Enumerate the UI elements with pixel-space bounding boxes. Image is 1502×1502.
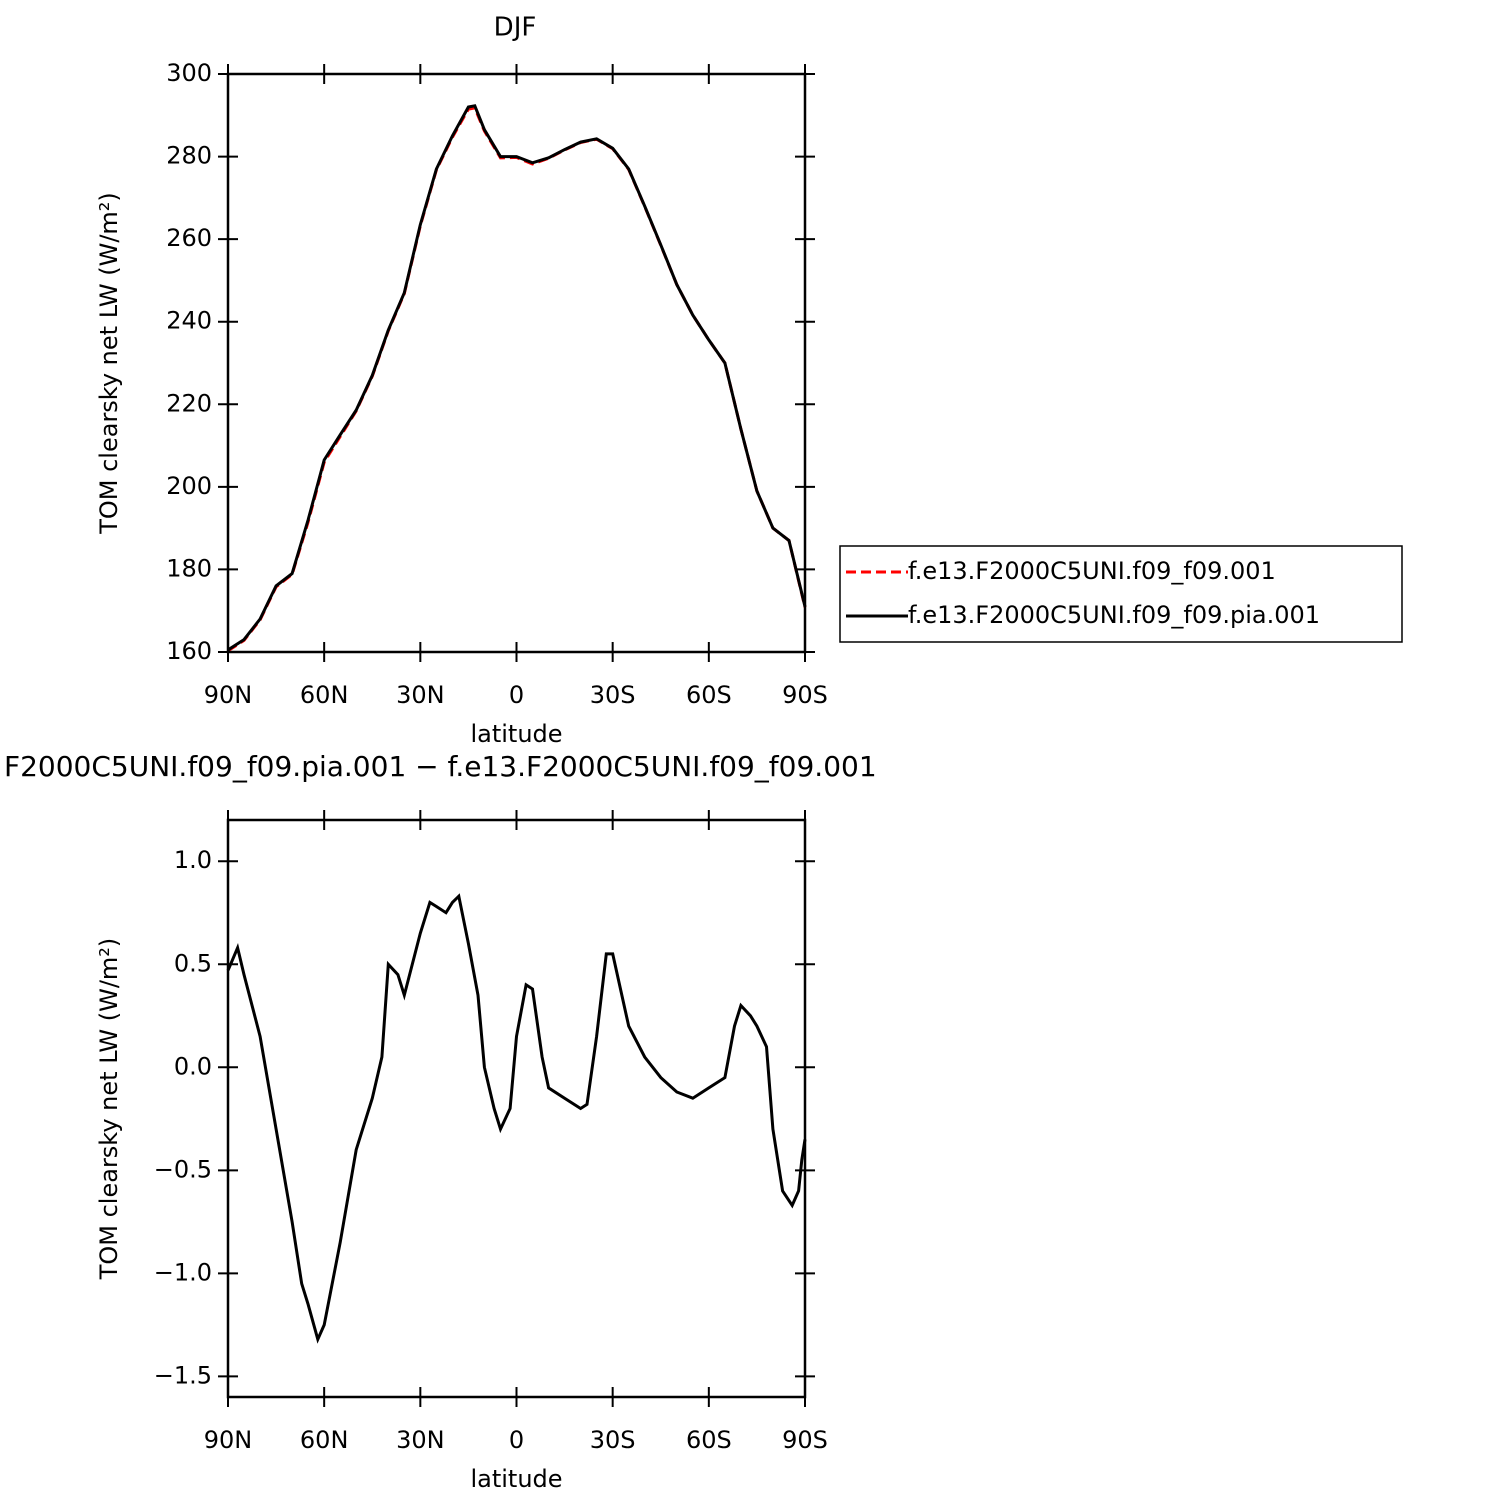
y-tick-label: −0.5 bbox=[154, 1155, 212, 1183]
x-tick-label: 90N bbox=[204, 681, 253, 709]
x-tick-label: 90S bbox=[782, 681, 828, 709]
y-tick-label: 0.5 bbox=[174, 949, 212, 977]
x-tick-label: 30N bbox=[396, 681, 445, 709]
y-tick-label: 280 bbox=[166, 142, 212, 170]
y-tick-label: −1.0 bbox=[154, 1258, 212, 1286]
data-line bbox=[227, 106, 807, 653]
y-tick-label: 200 bbox=[166, 472, 212, 500]
y-tick-label: 0.0 bbox=[174, 1052, 212, 1080]
legend-label: f.e13.F2000C5UNI.f09_f09.001 bbox=[908, 557, 1276, 585]
x-tick-label: 90N bbox=[204, 1426, 253, 1454]
x-tick-label: 30S bbox=[590, 1426, 636, 1454]
x-tick-label: 60N bbox=[300, 681, 349, 709]
x-tick-label: 0 bbox=[509, 681, 524, 709]
y-tick-label: 260 bbox=[166, 224, 212, 252]
x-tick-label: 60S bbox=[686, 1426, 732, 1454]
x-tick-label: 60N bbox=[300, 1426, 349, 1454]
y-tick-label: 220 bbox=[166, 389, 212, 417]
y-tick-label: 240 bbox=[166, 307, 212, 335]
plot-frame bbox=[226, 72, 807, 654]
y-tick-label: 180 bbox=[166, 554, 212, 582]
legend-label: f.e13.F2000C5UNI.f09_f09.pia.001 bbox=[908, 601, 1320, 629]
x-axis-label: latitude bbox=[470, 1465, 562, 1493]
chart-title: DJF bbox=[494, 13, 537, 43]
y-tick-label: 300 bbox=[166, 59, 212, 87]
x-tick-label: 60S bbox=[686, 681, 732, 709]
x-axis-label: latitude bbox=[470, 720, 562, 748]
data-line bbox=[226, 893, 807, 1344]
plot-frame bbox=[226, 818, 807, 1399]
chart-title: F2000C5UNI.f09_f09.pia.001 − f.e13.F2000… bbox=[4, 750, 877, 783]
y-tick-label: 1.0 bbox=[174, 846, 212, 874]
x-tick-label: 90S bbox=[782, 1426, 828, 1454]
legend-box bbox=[839, 545, 1403, 643]
x-tick-label: 30N bbox=[396, 1426, 445, 1454]
y-axis-label: TOM clearsky net LW (W/m²) bbox=[95, 192, 123, 535]
y-axis-label: TOM clearsky net LW (W/m²) bbox=[95, 938, 123, 1281]
y-tick-label: 160 bbox=[166, 637, 212, 665]
y-tick-label: −1.5 bbox=[154, 1361, 212, 1389]
x-tick-label: 0 bbox=[509, 1426, 524, 1454]
x-tick-label: 30S bbox=[590, 681, 636, 709]
data-line bbox=[227, 104, 807, 652]
